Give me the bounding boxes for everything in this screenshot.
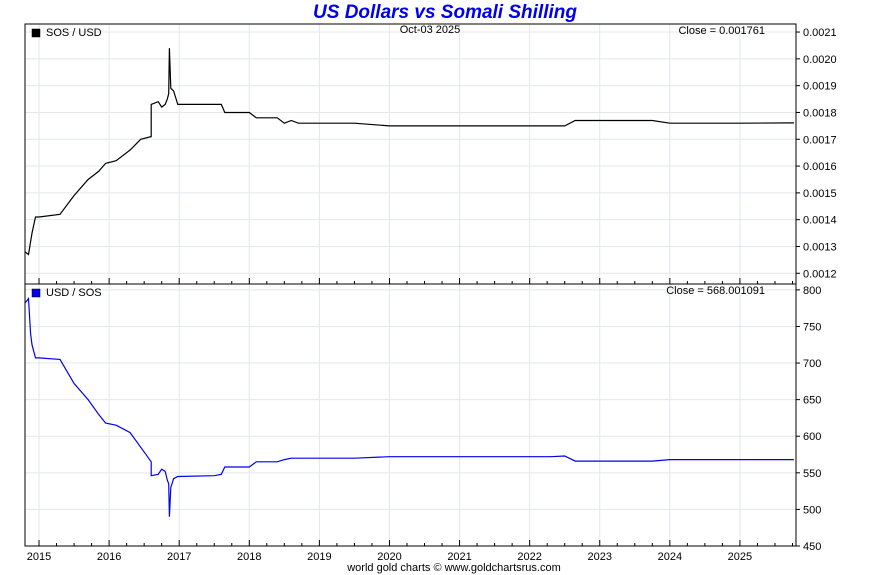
- y-tick-label: 750: [803, 321, 821, 333]
- y-tick-label: 0.0019: [803, 81, 837, 93]
- y-tick-label: 0.0013: [803, 241, 837, 253]
- date-label: Oct-03 2025: [400, 24, 461, 36]
- y-tick-label: 800: [803, 285, 821, 297]
- y-tick-label: 0.0015: [803, 188, 837, 200]
- legend-label-1: SOS / USD: [46, 27, 102, 39]
- x-tick-label: 2022: [517, 551, 541, 563]
- y-tick-label: 0.0014: [803, 215, 837, 227]
- y-tick-label: 500: [803, 504, 821, 516]
- y-tick-label: 0.0021: [803, 27, 837, 39]
- y-tick-label: 650: [803, 395, 821, 407]
- x-tick-label: 2018: [237, 551, 261, 563]
- y-tick-label: 700: [803, 358, 821, 370]
- panel-frame-1: [24, 23, 797, 285]
- x-tick-label: 2015: [27, 551, 51, 563]
- y-tick-label: 0.0016: [803, 161, 837, 173]
- close-label-2: Close = 568.001091: [666, 285, 765, 297]
- y-tick-label: 0.0020: [803, 54, 837, 66]
- x-tick-label: 2020: [377, 551, 401, 563]
- y-tick-label: 0.0018: [803, 107, 837, 119]
- y-tick-label: 550: [803, 468, 821, 480]
- legend-swatch-1: [31, 28, 41, 38]
- close-label-1: Close = 0.001761: [678, 25, 765, 37]
- y-tick-label: 0.0017: [803, 134, 837, 146]
- panel-border-2: [24, 283, 797, 547]
- series-line-1: [24, 48, 794, 256]
- x-tick-label: 2025: [728, 551, 752, 563]
- x-tick-label: 2023: [588, 551, 612, 563]
- x-tick-label: 2024: [658, 551, 682, 563]
- series-line-2: [24, 297, 794, 517]
- panel-frame-2: [24, 283, 797, 547]
- y-tick-label: 0.0012: [803, 268, 837, 280]
- x-tick-label: 2019: [307, 551, 331, 563]
- legend-label-2: USD / SOS: [46, 287, 102, 299]
- x-tick-label: 2017: [167, 551, 191, 563]
- legend-swatch-2: [31, 288, 41, 298]
- footer-credit: world gold charts © www.goldchartsrus.co…: [347, 562, 561, 574]
- y-tick-label: 450: [803, 541, 821, 553]
- chart-title: US Dollars vs Somali Shilling: [313, 2, 577, 23]
- x-tick-label: 2016: [97, 551, 121, 563]
- x-tick-label: 2021: [447, 551, 471, 563]
- y-tick-label: 600: [803, 431, 821, 443]
